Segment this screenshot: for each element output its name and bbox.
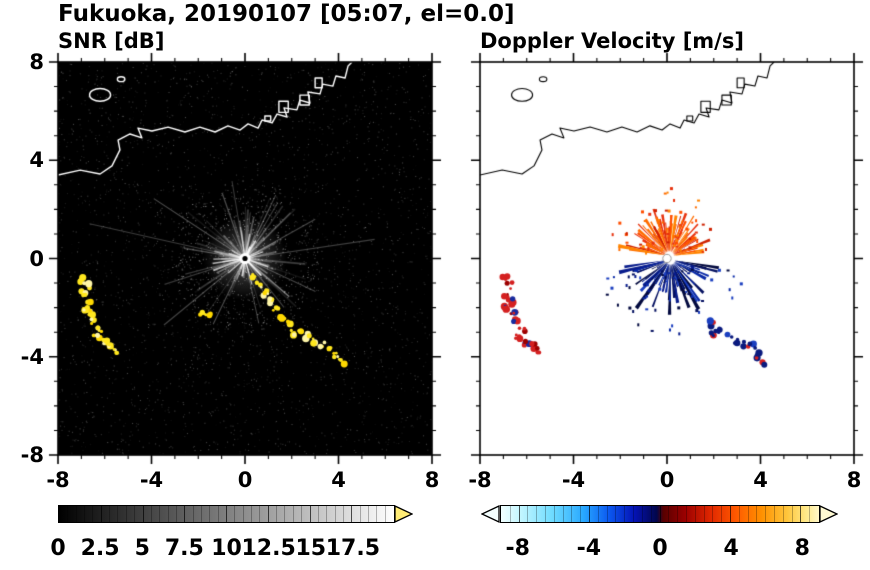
doppler-panel-title: Doppler Velocity [m/s] [480,29,744,53]
doppler-radar-plot [468,50,866,467]
colorbar-tick-label: 8 [794,536,810,561]
colorbar-tick-label: -8 [505,536,530,561]
colorbar-tick-label: 7.5 [164,536,204,561]
y-tick-label: 4 [29,148,44,173]
y-tick-label: -4 [20,344,44,369]
colorbar-tick-label: 17.5 [325,536,381,561]
snr-panel-title: SNR [dB] [58,29,165,53]
doppler-colorbar [500,505,820,523]
y-tick-label: 8 [29,50,44,74]
x-tick-label: 8 [424,468,440,492]
y-tick-label: 0 [29,246,44,271]
x-tick-label: 4 [331,468,346,492]
snr-radar-plot [46,50,444,467]
colorbar-under-arrow [480,504,500,524]
colorbar-tick-label: 0 [652,536,668,561]
colorbar-tick-label: 4 [723,536,739,561]
x-tick-label: 4 [753,468,768,492]
colorbar-tick-label: 0 [50,536,66,561]
x-tick-label: 8 [846,468,862,492]
x-tick-label: -4 [139,468,164,492]
colorbar-tick-label: -4 [576,536,602,561]
figure-title: Fukuoka, 20190107 [05:07, el=0.0] [58,1,515,27]
x-tick-label: -8 [468,468,492,492]
y-tick-label: -8 [20,443,44,467]
colorbar-tick-label: 2.5 [80,536,120,561]
x-tick-label: 0 [237,468,253,492]
colorbar-over-arrow [394,504,414,524]
snr-colorbar [58,505,395,523]
x-tick-label: -4 [561,468,586,492]
colorbar-tick-label: 5 [134,536,150,561]
colorbar-tick-label: 10 [211,536,242,561]
colorbar-over-arrow [819,504,839,524]
x-tick-label: -8 [46,468,70,492]
colorbar-tick-label: 15 [295,536,327,561]
x-tick-label: 0 [659,468,675,492]
colorbar-tick-label: 12.5 [241,536,296,561]
